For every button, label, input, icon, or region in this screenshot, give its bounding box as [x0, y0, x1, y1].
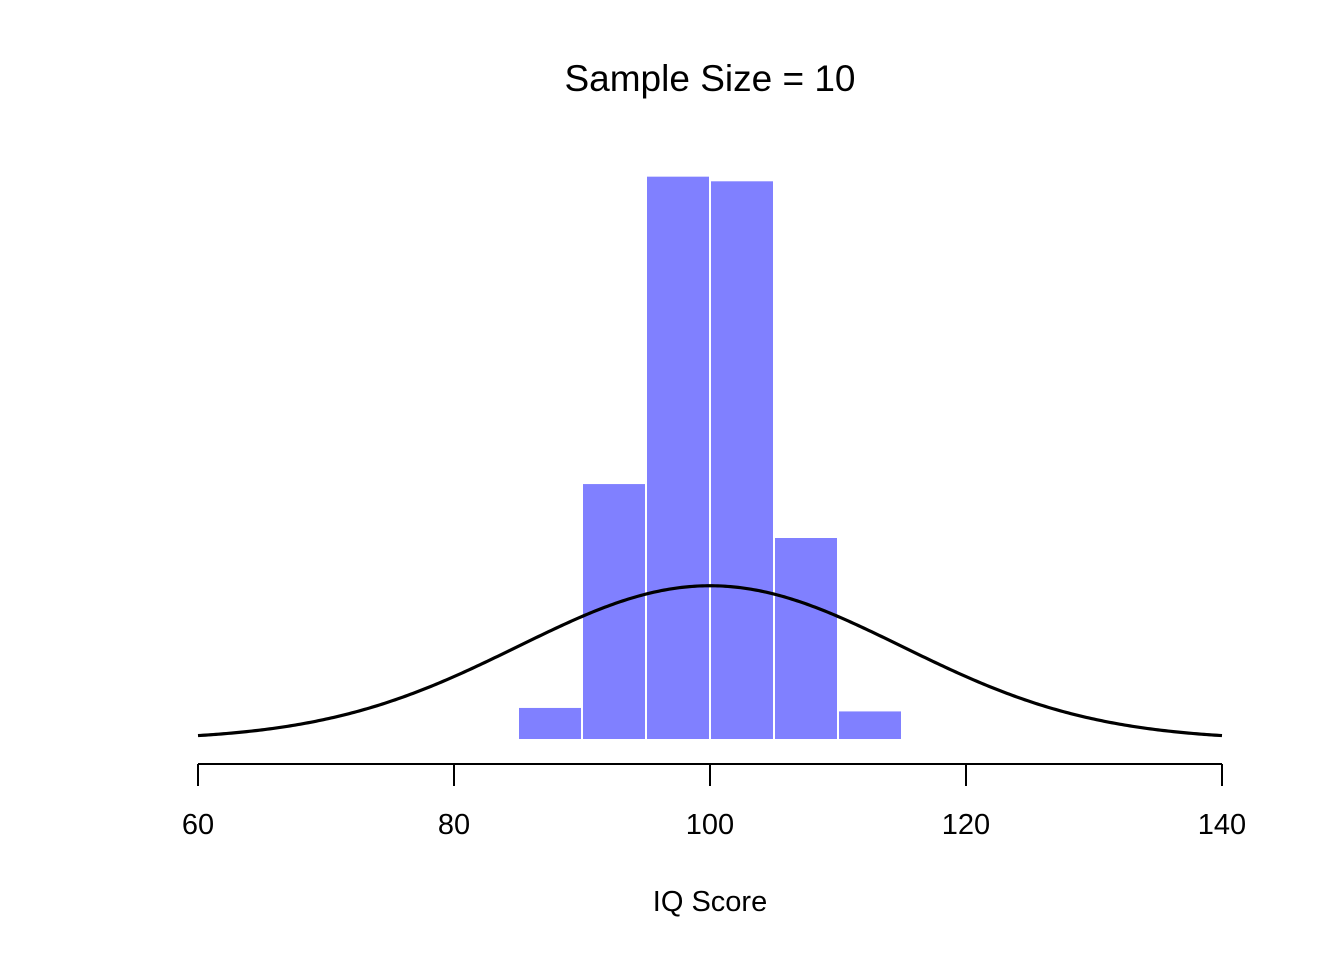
- histogram-bar: [709, 179, 775, 742]
- normal-density-curve: [197, 584, 1223, 738]
- chart-title: Sample Size = 10: [564, 58, 856, 99]
- histogram-bar: [645, 174, 711, 742]
- histogram-bars: [517, 174, 903, 742]
- x-axis: 60 80 100 120 140: [182, 763, 1246, 841]
- histogram-bar: [837, 709, 903, 741]
- x-tick-label: 140: [1198, 809, 1246, 841]
- x-tick-label: 60: [182, 809, 214, 841]
- histogram-bar: [773, 536, 839, 741]
- histogram-bar: [517, 705, 583, 742]
- x-tick-label: 80: [438, 809, 470, 841]
- x-axis-label: IQ Score: [653, 886, 767, 918]
- x-tick-label: 100: [686, 809, 734, 841]
- x-tick-label: 120: [942, 809, 990, 841]
